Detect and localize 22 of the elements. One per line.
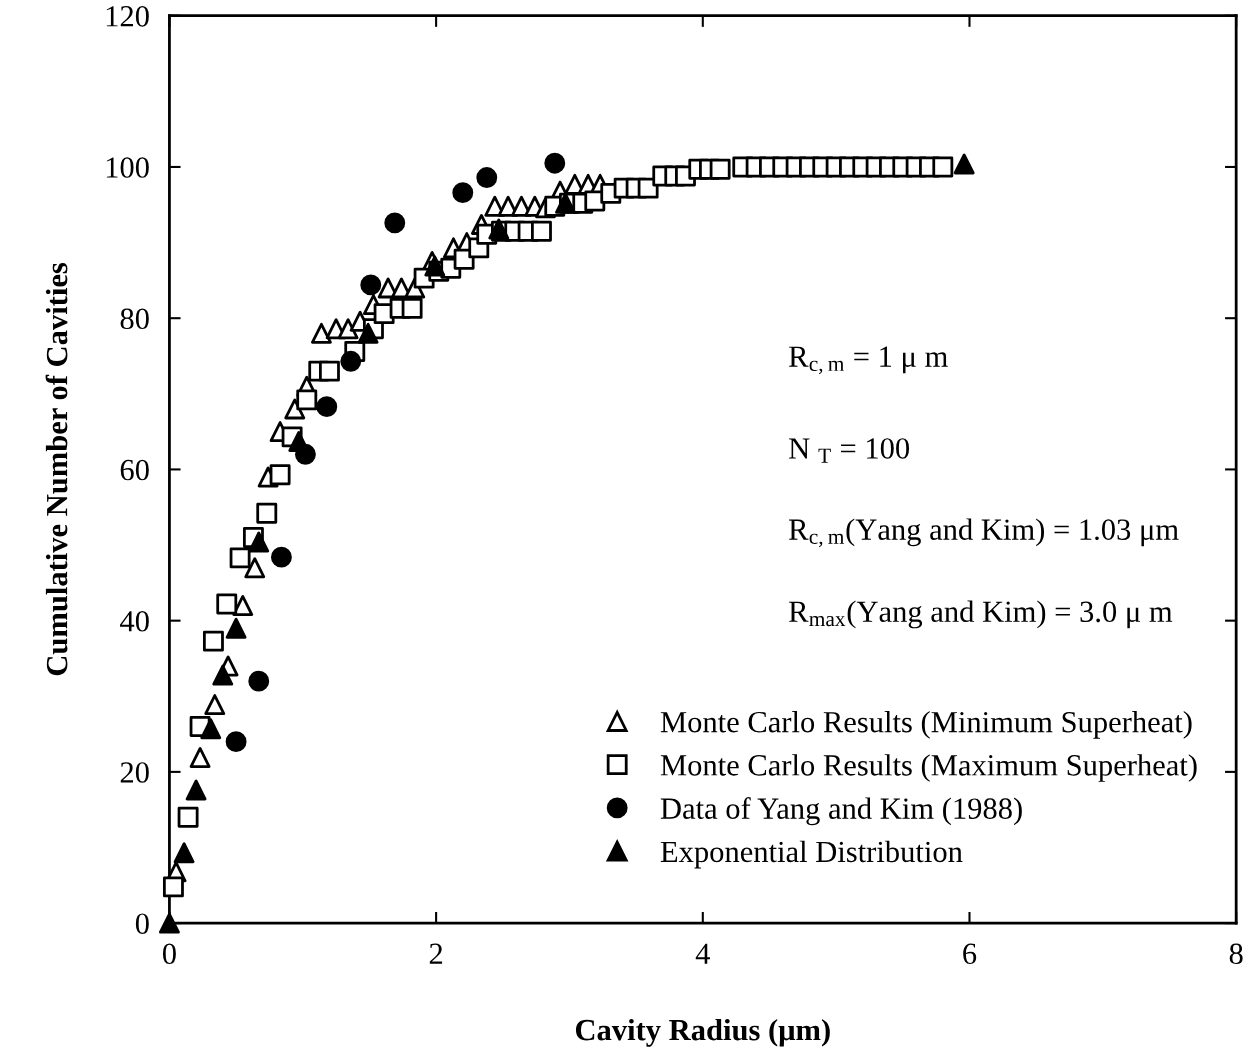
x-tick-label: 8 (1229, 943, 1243, 965)
x-tick-label: 0 (162, 943, 176, 965)
y-tick-label: 120 (106, 6, 149, 27)
legend-label: Exponential Distribution (660, 840, 963, 869)
x-tick-label: 2 (429, 943, 443, 964)
annotation: N $_{T}$ = 100 (789, 438, 910, 463)
y-tick-label: 0 (135, 913, 149, 935)
y-axis-title: Cumulative Number of Cavities (45, 262, 68, 676)
legend-label: Data of Yang and Kim (1988) (660, 797, 1022, 826)
y-tick-label: 100 (106, 157, 149, 178)
annotation: R$_{c,m}$ = 1 μ m (789, 346, 948, 375)
y-tick-label: 20 (120, 762, 149, 783)
annotation: R$_{c,m}$(Yang and Kim) = 1.03 μm (789, 518, 1179, 548)
x-axis-title: Cavity Radius (μm) (575, 1018, 830, 1047)
legend-label: Monte Carlo Results (Minimum Superheat) (660, 710, 1192, 739)
y-tick-label: 80 (120, 308, 149, 330)
x-tick-label: 6 (963, 943, 977, 965)
y-tick-label: 40 (120, 610, 149, 632)
x-tick-label: 4 (695, 943, 710, 964)
annotation: R$_{max}$(Yang and Kim) = 3.0 μ m (789, 600, 1173, 629)
legend-label: Monte Carlo Results (Maximum Superheat) (660, 754, 1197, 782)
y-tick-label: 60 (120, 459, 149, 481)
